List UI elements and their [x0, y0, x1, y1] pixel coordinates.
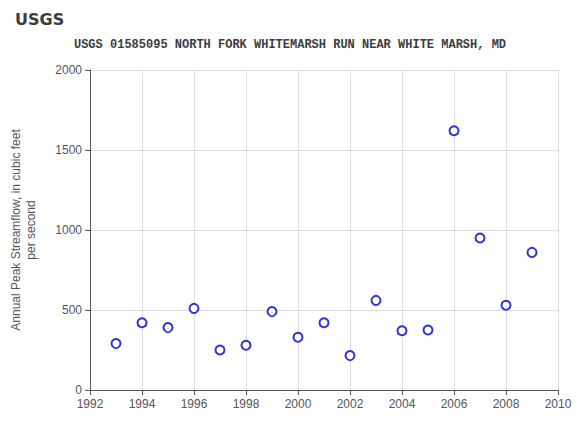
svg-text:2002: 2002: [337, 397, 364, 411]
svg-text:2000: 2000: [285, 397, 312, 411]
svg-text:500: 500: [62, 303, 82, 317]
svg-text:2000: 2000: [55, 63, 82, 77]
svg-text:1994: 1994: [129, 397, 156, 411]
svg-text:1998: 1998: [233, 397, 260, 411]
svg-text:1996: 1996: [181, 397, 208, 411]
svg-text:2006: 2006: [441, 397, 468, 411]
svg-text:per second: per second: [24, 200, 38, 259]
svg-text:2010: 2010: [545, 397, 572, 411]
svg-text:1992: 1992: [77, 397, 104, 411]
svg-text:USGS: USGS: [15, 10, 64, 29]
svg-text:0: 0: [75, 383, 82, 397]
svg-text:USGS 01585095 NORTH FORK WHITE: USGS 01585095 NORTH FORK WHITEMARSH RUN …: [74, 38, 506, 52]
svg-text:1000: 1000: [55, 223, 82, 237]
svg-text:2008: 2008: [493, 397, 520, 411]
svg-text:Annual Peak Streamflow, in cub: Annual Peak Streamflow, in cubic feet: [9, 129, 23, 331]
svg-text:2004: 2004: [389, 397, 416, 411]
svg-text:1500: 1500: [55, 143, 82, 157]
